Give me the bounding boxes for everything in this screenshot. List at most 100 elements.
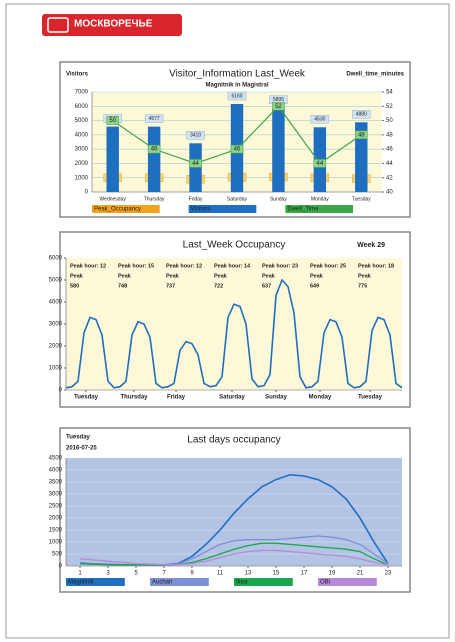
y-tick-label: 0 (59, 388, 63, 394)
y-tick-label: 2000 (75, 161, 89, 167)
plot-area (66, 258, 402, 390)
x-tick-label: 19 (329, 571, 336, 577)
annotation-value: 775 (358, 283, 367, 289)
y2-tick-label: 54 (386, 90, 393, 96)
data-label: 44 (317, 161, 324, 167)
y-tick-label: 0 (85, 190, 89, 196)
y-tick-label: 2000 (49, 344, 63, 350)
y-tick-label: 4000 (49, 300, 63, 306)
x-tick-label: 21 (357, 571, 364, 577)
x-tick-label: 15 (273, 571, 280, 577)
y2-tick-label: 50 (386, 118, 393, 124)
data-label: 4577 (149, 116, 160, 122)
x-tick-label: Thursday (144, 196, 165, 202)
legend-label: Magnitnik (68, 580, 95, 586)
data-label-box (189, 159, 202, 168)
y-tick-label: 0 (59, 564, 63, 570)
annotation: Peak hour: 23 (262, 263, 298, 269)
annotation: Peak hour: 12 (166, 263, 202, 269)
x-tick-label: Saturday (219, 395, 245, 401)
x-tick-label: 23 (385, 571, 392, 577)
legend-label: Peak_Occupancy (94, 207, 141, 213)
data-label-box (186, 131, 205, 140)
y-tick-label: 2000 (49, 516, 63, 522)
y2-tick-label: 48 (386, 132, 393, 138)
y-axis-label: Visitors (66, 72, 89, 78)
chart-title: Visitor_Information Last_Week (169, 69, 306, 80)
legend-swatch (188, 205, 257, 213)
legend-swatch (150, 578, 209, 586)
legend-label: Dwell_Time (287, 207, 319, 213)
x-tick-label: 7 (162, 571, 166, 577)
data-label-box (106, 116, 119, 125)
data-label: 46 (234, 147, 241, 153)
line (79, 549, 389, 566)
data-label: 46 (151, 147, 158, 153)
bar (355, 122, 368, 192)
x-tick-label: Friday (189, 196, 203, 202)
y2-tick-label: 42 (386, 175, 393, 181)
y-tick-label: 3000 (49, 492, 63, 498)
x-tick-label: 17 (301, 571, 308, 577)
line (79, 542, 389, 566)
data-label-box (144, 114, 164, 123)
chart-subtitle: Magnitnik in Magistral (205, 83, 268, 89)
y-tick-label: 6000 (75, 104, 89, 110)
chart-title: Last days occupancy (187, 435, 280, 446)
data-label-box (310, 115, 330, 124)
line (65, 278, 403, 389)
x-tick-label: Thursday (120, 395, 148, 401)
data-label-box (147, 144, 161, 154)
data-label: 50 (109, 118, 116, 124)
x-tick-label: 9 (190, 571, 194, 577)
y-tick-label: 4000 (49, 468, 63, 474)
annotation: Peak (262, 273, 276, 279)
data-label: 52 (275, 104, 282, 110)
x-tick-label: Saturday (227, 196, 248, 202)
legend-label: Ikea (236, 580, 248, 586)
x-tick-label: Tuesday (358, 395, 383, 401)
plot-area (66, 458, 402, 566)
y-tick-label: 1000 (49, 366, 63, 372)
annotation: Peak (310, 273, 324, 279)
annotation: Peak hour: 12 (70, 263, 106, 269)
annotation-value: 748 (118, 283, 127, 289)
data-label: 4530 (314, 117, 325, 123)
x-tick-label: Sunday (270, 196, 287, 202)
x-tick-label: 11 (217, 571, 224, 577)
legend-swatch (318, 578, 377, 586)
x-tick-label: Friday (167, 395, 186, 401)
x-tick-label: Wednesday (100, 196, 127, 202)
data-label-box (227, 91, 247, 101)
data-label: 6160 (231, 93, 242, 99)
x-tick-label: Monday (311, 196, 329, 202)
y-tick-label: 3500 (49, 480, 63, 486)
logo-box (42, 14, 182, 36)
x-tick-label: Sunday (265, 395, 287, 401)
data-label-box (272, 102, 285, 111)
x-tick-label: 3 (106, 571, 110, 577)
data-label: 48 (358, 132, 365, 138)
y-tick-label: 1000 (49, 540, 63, 546)
annotation: Peak (166, 273, 180, 279)
data-label: 44 (192, 161, 199, 167)
chart-subtitle: Tuesday (66, 435, 91, 441)
bar (147, 126, 161, 192)
chart-subtitle: Week 29 (357, 242, 385, 249)
data-label-box (355, 130, 368, 140)
logo-icon (47, 17, 69, 33)
data-label-box (230, 144, 244, 154)
data-label-box (352, 110, 371, 119)
annotation: Peak (118, 273, 132, 279)
y2-tick-label: 44 (386, 161, 393, 167)
legend-label: Auchan (152, 580, 172, 586)
y2-tick-label: 52 (386, 104, 393, 110)
legend-swatch (285, 205, 353, 213)
x-tick-label: Monday (309, 395, 332, 401)
data-label: 3410 (190, 133, 201, 139)
x-tick-label: 1 (78, 571, 82, 577)
x-tick-label: Tuesday (74, 395, 99, 401)
y-tick-label: 3000 (49, 322, 63, 328)
